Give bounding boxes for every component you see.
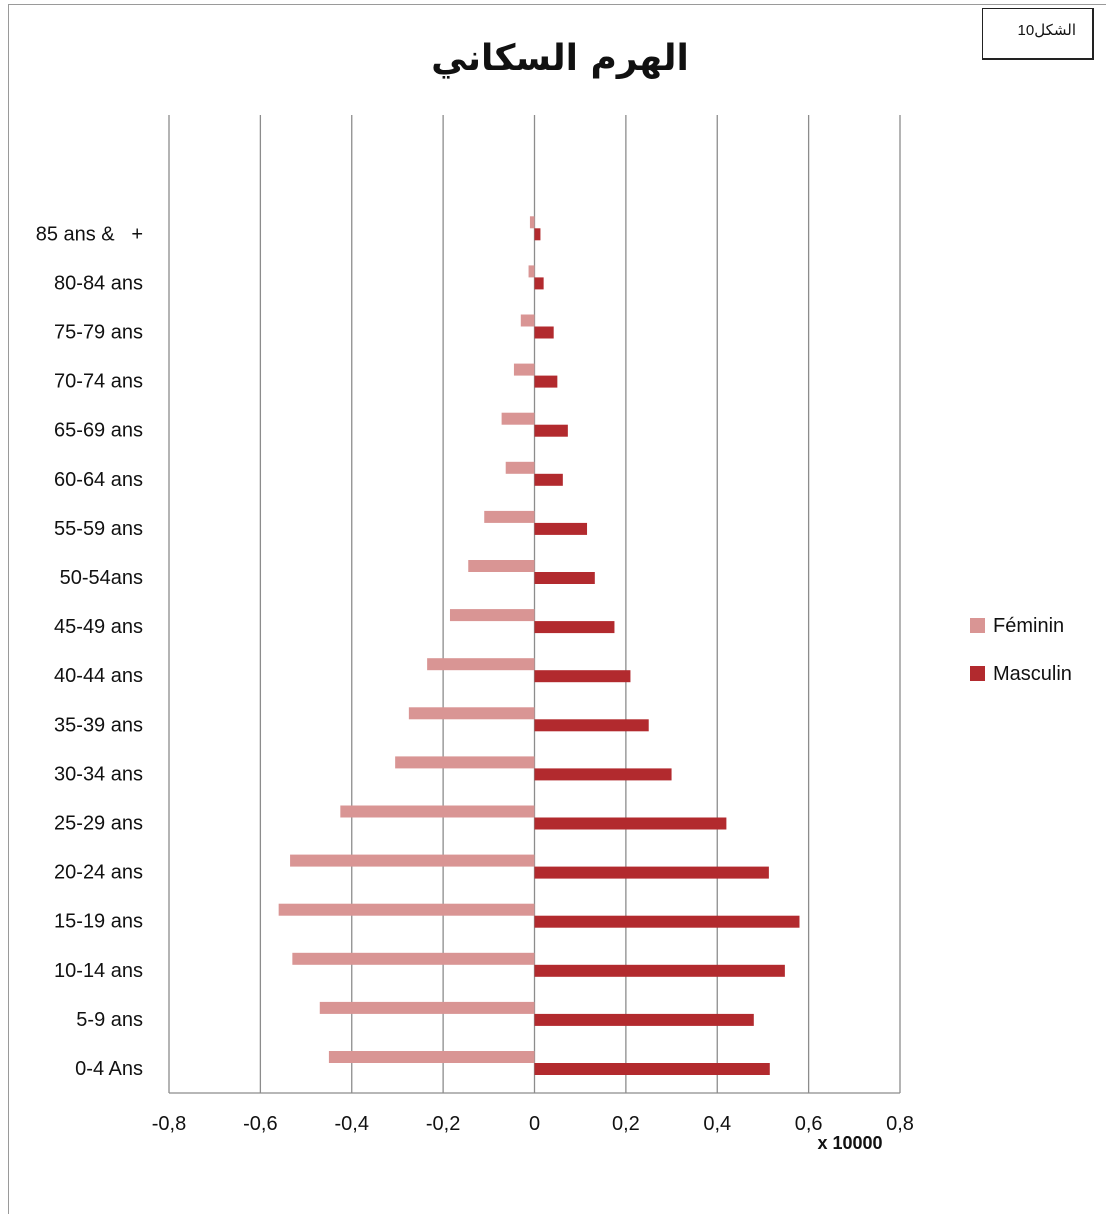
bar-feminin bbox=[319, 1001, 535, 1014]
x-tick-label: 0 bbox=[529, 1113, 540, 1135]
category-label: 85 ans & + bbox=[36, 223, 143, 245]
category-label: 55-59 ans bbox=[54, 518, 143, 540]
bar-feminin bbox=[513, 363, 535, 376]
bar-masculin bbox=[534, 1063, 770, 1075]
bar-masculin bbox=[534, 719, 649, 732]
bar-feminin bbox=[529, 216, 535, 229]
category-label: 0-4 Ans bbox=[75, 1058, 143, 1080]
bar-feminin bbox=[468, 560, 535, 572]
x-tick-label: -0,2 bbox=[426, 1113, 460, 1135]
category-label: 20-24 ans bbox=[54, 862, 143, 884]
bar-masculin bbox=[534, 817, 727, 830]
category-label: 70-74 ans bbox=[54, 371, 143, 393]
bar-feminin bbox=[501, 412, 535, 425]
category-label: 50-54ans bbox=[60, 567, 143, 589]
unit-label: x 10000 bbox=[817, 1133, 882, 1153]
legend-swatch bbox=[970, 618, 985, 633]
category-label: 40-44 ans bbox=[54, 665, 143, 687]
bar-feminin bbox=[449, 609, 535, 622]
category-label: 65-69 ans bbox=[54, 420, 143, 442]
legend-swatch bbox=[970, 666, 985, 681]
bar-masculin bbox=[534, 473, 563, 486]
category-label: 60-64 ans bbox=[54, 469, 143, 491]
x-tick-labels: -0,8 -0,6 -0,4 -0,2 0 0,2 0,4 0,6 0,8 bbox=[152, 1113, 914, 1135]
category-label: 10-14 ans bbox=[54, 960, 143, 982]
bar-feminin bbox=[528, 265, 535, 278]
bar-masculin bbox=[534, 915, 800, 928]
bar-masculin bbox=[534, 424, 568, 437]
bar-feminin bbox=[290, 854, 535, 867]
bar-feminin bbox=[427, 658, 535, 671]
legend: Féminin Masculin bbox=[970, 615, 1072, 685]
bar-masculin bbox=[534, 522, 588, 535]
x-tick-label: -0,8 bbox=[152, 1113, 186, 1135]
category-label: 5-9 ans bbox=[76, 1009, 143, 1031]
bar-masculin bbox=[534, 277, 544, 290]
bar-feminin bbox=[340, 805, 535, 818]
bar-feminin bbox=[505, 461, 535, 474]
bar-masculin bbox=[534, 326, 554, 339]
bar-feminin bbox=[395, 756, 535, 769]
bar-feminin bbox=[484, 510, 535, 523]
x-tick-label: -0,6 bbox=[243, 1113, 277, 1135]
bars bbox=[278, 216, 800, 1075]
x-tick-label: 0,2 bbox=[612, 1113, 640, 1135]
bar-masculin bbox=[534, 670, 631, 683]
category-label: 15-19 ans bbox=[54, 911, 143, 933]
chart-title: الهرم السكاني bbox=[431, 38, 689, 79]
gridlines bbox=[168, 115, 901, 1094]
bar-feminin bbox=[278, 903, 535, 916]
bar-masculin bbox=[534, 866, 769, 879]
bar-masculin bbox=[534, 228, 541, 241]
chart-frame bbox=[8, 4, 1106, 1214]
category-labels: 0-4 Ans 5-9 ans 10-14 ans 15-19 ans 20-24 an… bbox=[36, 223, 143, 1080]
bar-feminin bbox=[292, 952, 535, 965]
bar-feminin bbox=[328, 1051, 535, 1063]
category-label: 30-34 ans bbox=[54, 763, 143, 785]
bar-masculin bbox=[534, 375, 558, 388]
legend-label: Masculin bbox=[993, 663, 1072, 685]
category-label: 35-39 ans bbox=[54, 714, 143, 736]
bar-masculin bbox=[534, 572, 595, 584]
category-label: 45-49 ans bbox=[54, 616, 143, 638]
legend-label: Féminin bbox=[993, 615, 1064, 637]
bar-masculin bbox=[534, 621, 615, 634]
x-tick-label: -0,4 bbox=[335, 1113, 369, 1135]
bar-masculin bbox=[534, 768, 672, 781]
category-label: 75-79 ans bbox=[54, 322, 143, 344]
bar-masculin bbox=[534, 964, 785, 977]
x-tick-label: 0,8 bbox=[886, 1113, 914, 1135]
x-tick-label: 0,4 bbox=[703, 1113, 731, 1135]
category-label: 25-29 ans bbox=[54, 813, 143, 835]
bar-feminin bbox=[520, 314, 535, 327]
bar-masculin bbox=[534, 1013, 754, 1026]
figure-label: الشكل10 bbox=[982, 8, 1094, 60]
x-tick-label: 0,6 bbox=[795, 1113, 823, 1135]
category-label: 80-84 ans bbox=[54, 272, 143, 294]
bar-feminin bbox=[408, 707, 535, 720]
